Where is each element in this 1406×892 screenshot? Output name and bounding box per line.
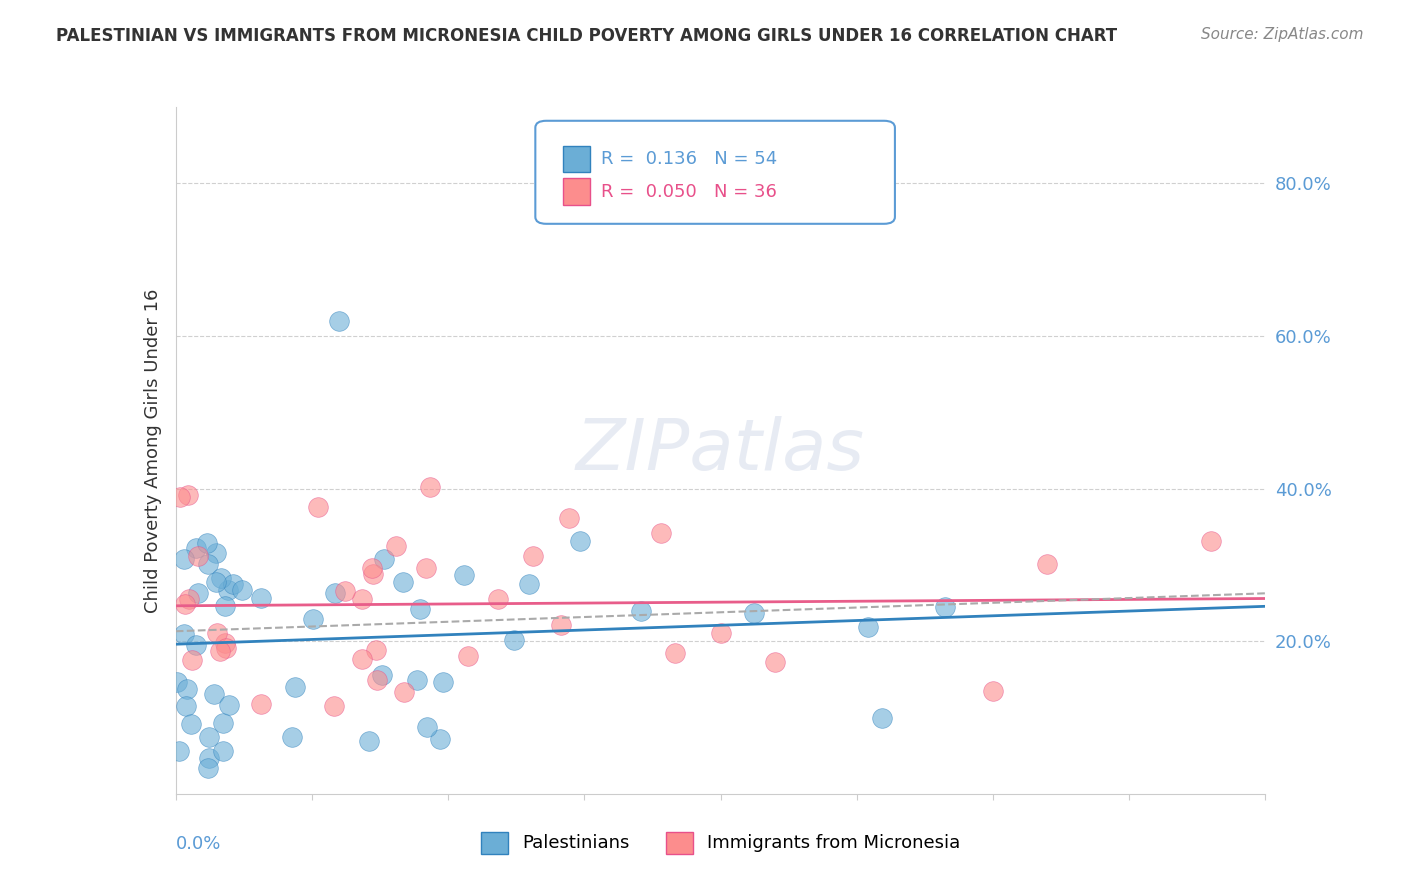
- Palestinians: [742, 606, 765, 620]
- Immigrants from Micronesia: [981, 684, 1004, 698]
- Y-axis label: Child Poverty Among Girls Under 16: Child Poverty Among Girls Under 16: [143, 288, 162, 613]
- Immigrants from Micronesia: [522, 549, 544, 564]
- Immigrants from Micronesia: [366, 673, 388, 688]
- Palestinians: [250, 591, 273, 606]
- Palestinians: [231, 582, 253, 597]
- Palestinians: [204, 574, 226, 589]
- Immigrants from Micronesia: [664, 646, 686, 660]
- Immigrants from Micronesia: [333, 584, 356, 599]
- Palestinians: [370, 668, 392, 682]
- Text: PALESTINIAN VS IMMIGRANTS FROM MICRONESIA CHILD POVERTY AMONG GIRLS UNDER 16 COR: PALESTINIAN VS IMMIGRANTS FROM MICRONESI…: [56, 27, 1118, 45]
- Palestinians: [517, 577, 540, 591]
- Palestinians: [429, 731, 451, 746]
- Text: R =  0.050   N = 36: R = 0.050 N = 36: [600, 183, 776, 201]
- Text: 0.0%: 0.0%: [176, 835, 221, 853]
- Immigrants from Micronesia: [392, 685, 415, 699]
- Text: ZIPatlas: ZIPatlas: [576, 416, 865, 485]
- Immigrants from Micronesia: [419, 479, 441, 493]
- Immigrants from Micronesia: [361, 566, 384, 581]
- Immigrants from Micronesia: [550, 618, 572, 632]
- Palestinians: [204, 546, 226, 560]
- Palestinians: [392, 574, 415, 589]
- Palestinians: [211, 744, 233, 758]
- Palestinians: [184, 639, 207, 653]
- FancyBboxPatch shape: [536, 120, 896, 224]
- FancyBboxPatch shape: [562, 178, 591, 204]
- Immigrants from Micronesia: [352, 652, 374, 666]
- Palestinians: [569, 533, 592, 548]
- Palestinians: [218, 698, 240, 713]
- Palestinians: [934, 599, 956, 614]
- Palestinians: [214, 599, 236, 613]
- Palestinians: [453, 568, 475, 582]
- Palestinians: [174, 698, 197, 713]
- Immigrants from Micronesia: [1036, 557, 1059, 571]
- Immigrants from Micronesia: [177, 488, 200, 502]
- Immigrants from Micronesia: [169, 490, 191, 504]
- Palestinians: [870, 711, 893, 725]
- Immigrants from Micronesia: [208, 644, 231, 658]
- Immigrants from Micronesia: [415, 560, 437, 574]
- FancyBboxPatch shape: [562, 146, 591, 172]
- Immigrants from Micronesia: [307, 500, 329, 514]
- Palestinians: [209, 571, 232, 585]
- Palestinians: [197, 536, 219, 550]
- Immigrants from Micronesia: [180, 652, 202, 666]
- Immigrants from Micronesia: [366, 642, 388, 657]
- Text: R =  0.136   N = 54: R = 0.136 N = 54: [600, 150, 778, 169]
- Immigrants from Micronesia: [457, 648, 479, 663]
- Palestinians: [357, 734, 380, 748]
- Text: Source: ZipAtlas.com: Source: ZipAtlas.com: [1201, 27, 1364, 42]
- Palestinians: [186, 541, 208, 555]
- Immigrants from Micronesia: [205, 626, 228, 640]
- Palestinians: [217, 583, 239, 598]
- Immigrants from Micronesia: [215, 640, 238, 655]
- Palestinians: [212, 716, 235, 731]
- Immigrants from Micronesia: [1199, 533, 1222, 548]
- Palestinians: [409, 601, 432, 615]
- Immigrants from Micronesia: [187, 549, 209, 563]
- Immigrants from Micronesia: [650, 526, 672, 541]
- Palestinians: [173, 552, 195, 566]
- Palestinians: [197, 557, 219, 571]
- Palestinians: [202, 687, 225, 701]
- Palestinians: [173, 626, 195, 640]
- Palestinians: [301, 612, 323, 626]
- Palestinians: [502, 633, 524, 648]
- Palestinians: [180, 717, 202, 731]
- Palestinians: [222, 576, 245, 591]
- Immigrants from Micronesia: [385, 539, 408, 553]
- Immigrants from Micronesia: [249, 697, 271, 711]
- Palestinians: [432, 675, 454, 690]
- Palestinians: [281, 730, 304, 744]
- Palestinians: [856, 620, 879, 634]
- Immigrants from Micronesia: [214, 635, 236, 649]
- Immigrants from Micronesia: [350, 591, 373, 606]
- Palestinians: [198, 730, 221, 744]
- Palestinians: [416, 720, 439, 734]
- Legend: Palestinians, Immigrants from Micronesia: Palestinians, Immigrants from Micronesia: [481, 831, 960, 854]
- Palestinians: [405, 673, 427, 688]
- Palestinians: [176, 681, 198, 696]
- Immigrants from Micronesia: [361, 561, 384, 575]
- Palestinians: [328, 314, 350, 328]
- Palestinians: [186, 586, 208, 600]
- Palestinians: [373, 552, 395, 566]
- Immigrants from Micronesia: [558, 511, 581, 525]
- Immigrants from Micronesia: [173, 597, 195, 611]
- Immigrants from Micronesia: [322, 698, 344, 713]
- Immigrants from Micronesia: [710, 625, 733, 640]
- Palestinians: [284, 680, 307, 694]
- Immigrants from Micronesia: [486, 591, 509, 606]
- Palestinians: [197, 761, 219, 775]
- Palestinians: [167, 743, 190, 757]
- Immigrants from Micronesia: [179, 591, 201, 606]
- Immigrants from Micronesia: [763, 655, 786, 669]
- Palestinians: [323, 586, 346, 600]
- Palestinians: [630, 604, 652, 618]
- Palestinians: [166, 674, 188, 689]
- Palestinians: [197, 751, 219, 765]
